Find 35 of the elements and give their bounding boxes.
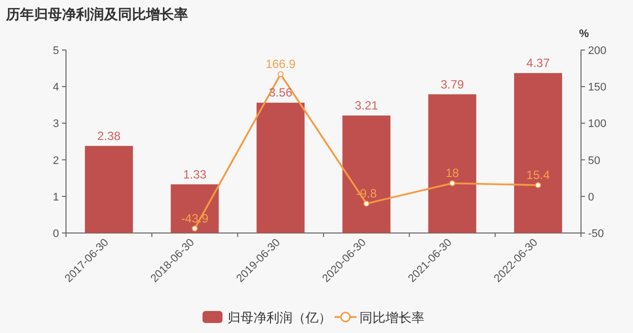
legend-label: 归母净利润（亿）	[228, 310, 332, 325]
bar	[256, 102, 305, 233]
bar	[342, 116, 390, 233]
chart-title: 历年归母净利润及同比增长率	[5, 6, 188, 22]
data-label: 3.79	[440, 77, 464, 92]
y-tick-label: 0	[52, 228, 59, 240]
data-label: 1.33	[183, 167, 207, 182]
bar	[514, 73, 562, 233]
y-tick-label: 3	[52, 118, 59, 130]
point	[363, 200, 370, 207]
data-label: 3.21	[354, 98, 378, 113]
legend-label: 同比增长率	[360, 310, 424, 325]
bar	[84, 146, 133, 233]
y-tick-label: 2	[52, 154, 59, 167]
y2-tick-label: 200	[588, 45, 606, 57]
y2-tick-label: -50	[588, 228, 604, 240]
y2-tick-label: 50	[588, 154, 600, 167]
bar	[428, 94, 476, 233]
y-tick-label: 1	[52, 191, 59, 204]
bar	[170, 184, 219, 233]
data-label: 166.9	[266, 57, 296, 72]
y2-tick-label: 0	[588, 191, 594, 204]
data-label: 2.38	[97, 128, 121, 143]
data-label: 4.37	[526, 56, 550, 70]
point	[278, 71, 284, 78]
point	[192, 226, 198, 232]
data-label: 15.4	[526, 168, 550, 182]
y-tick-label: 4	[52, 82, 59, 94]
data-label: 18	[446, 166, 460, 180]
point	[449, 180, 456, 186]
y2-axis-title: %	[579, 28, 590, 40]
y2-tick-label: 150	[588, 82, 606, 94]
point	[535, 182, 542, 188]
y-tick-label: 5	[52, 45, 59, 57]
y2-tick-label: 100	[588, 118, 606, 130]
